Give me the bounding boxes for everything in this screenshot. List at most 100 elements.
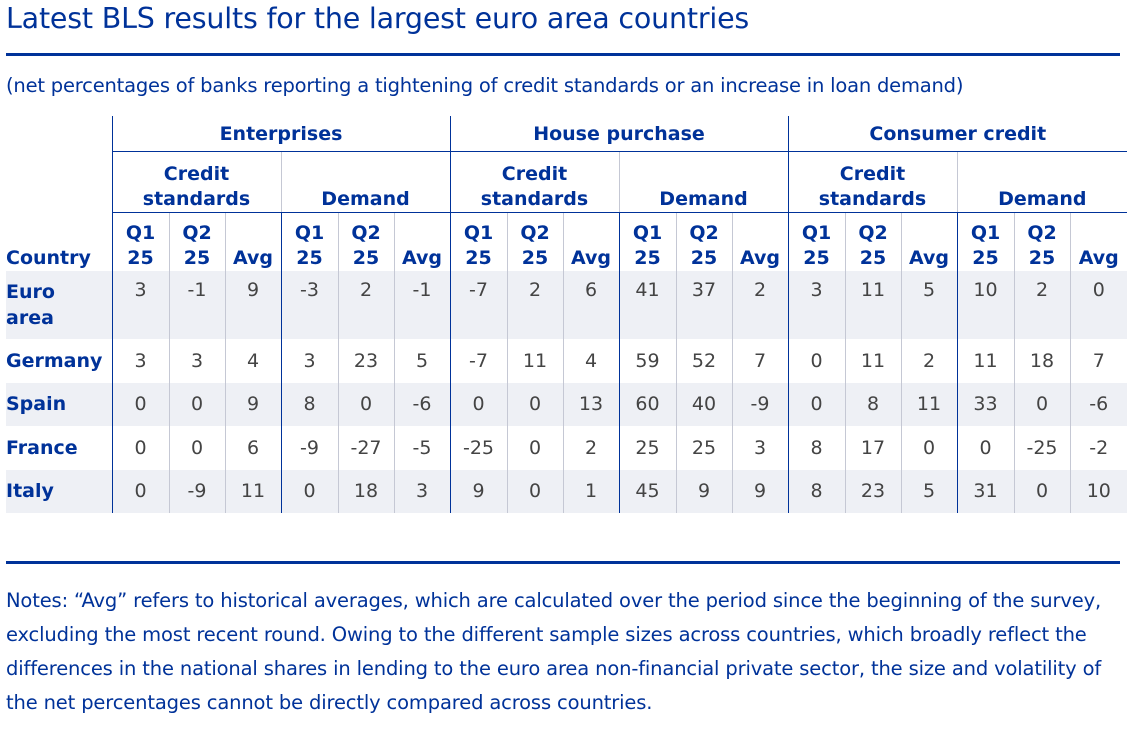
group-header-consumer-credit: Consumer credit (787, 116, 1128, 152)
table-cell: 33 (956, 382, 1014, 426)
table-cell: 0 (787, 339, 845, 383)
table-cell: 0 (1013, 382, 1070, 426)
table-cell: 2 (1013, 271, 1070, 339)
subheader-demand: Demand (956, 151, 1128, 213)
table-subtitle: (net percentages of banks reporting a ti… (6, 74, 964, 97)
period-header-q1: Q1 25 (618, 212, 676, 271)
table-cell: 2 (562, 426, 619, 470)
table-cell: -9 (280, 426, 338, 470)
table-cell: 45 (618, 469, 676, 513)
table-cell: 4 (562, 339, 619, 383)
period-header-q1: Q1 25 (111, 212, 169, 271)
table-cell: 8 (787, 469, 845, 513)
period-header-avg: Avg (900, 212, 957, 271)
country-name: Spain (6, 382, 112, 426)
country-name: Germany (6, 349, 103, 372)
table-row: France 0 0 6 -9 -27 -5 -25 0 2 25 25 3 8 17 0 0 -25 -2 (6, 426, 1128, 470)
table-cell: 3 (280, 339, 338, 383)
table-cell: 11 (844, 271, 901, 339)
table-cell: 59 (618, 339, 676, 383)
table-cell: 3 (111, 271, 169, 339)
table-cell: -3 (280, 271, 338, 339)
table-cell: 2 (337, 271, 394, 339)
table-cell: -9 (168, 469, 225, 513)
table-cell: 3 (111, 339, 169, 383)
table-cell: 25 (618, 426, 676, 470)
country-column-header: Country (6, 247, 91, 269)
table-cell: -7 (449, 339, 507, 383)
table-cell: 5 (900, 271, 957, 339)
table-cell: 9 (449, 469, 507, 513)
table-cell: -7 (449, 271, 507, 339)
table-cell: 6 (562, 271, 619, 339)
period-header-q1: Q1 25 (956, 212, 1014, 271)
period-header-q2: Q2 25 (844, 212, 901, 271)
table-row: Germany 3 3 4 3 23 5 -7 11 4 59 52 7 0 11 2 11 18 7 (6, 339, 1128, 383)
bls-results-table: Country Enterprises House purchase Consu… (6, 116, 1128, 513)
table-cell: -6 (1069, 382, 1128, 426)
table-cell: -5 (393, 426, 450, 470)
table-cell: 17 (844, 426, 901, 470)
table-cell: 4 (224, 339, 281, 383)
period-header-avg: Avg (1069, 212, 1128, 271)
table-cell: 11 (844, 339, 901, 383)
country-name: Euro area (6, 271, 112, 339)
table-cell: 9 (224, 382, 281, 426)
table-cell: -25 (1013, 426, 1070, 470)
group-header-house-purchase: House purchase (449, 116, 788, 152)
table-cell: 0 (506, 426, 563, 470)
period-header-q2: Q2 25 (1013, 212, 1070, 271)
table-cell: 13 (562, 382, 619, 426)
table-cell: 41 (618, 271, 676, 339)
table-cell: 60 (618, 382, 676, 426)
table-cell: 0 (787, 382, 845, 426)
page-title: Latest BLS results for the largest euro … (6, 2, 750, 35)
period-header-q2: Q2 25 (337, 212, 394, 271)
table-cell: 5 (393, 339, 450, 383)
country-name: France (6, 436, 78, 459)
period-header-avg: Avg (562, 212, 619, 271)
period-header-q2: Q2 25 (168, 212, 225, 271)
table-cell: 0 (337, 382, 394, 426)
table-cell: -25 (449, 426, 507, 470)
period-header-q2: Q2 25 (675, 212, 732, 271)
table-cell: 31 (956, 469, 1014, 513)
table-cell: 7 (731, 339, 788, 383)
table-row: Spain 0 0 9 8 0 -6 0 0 13 60 40 -9 0 8 11 33 0 -6 (6, 382, 1128, 426)
period-header-avg: Avg (393, 212, 450, 271)
table-cell: 0 (280, 469, 338, 513)
table-cell: 10 (956, 271, 1014, 339)
table-cell: 3 (787, 271, 845, 339)
table-cell: 0 (900, 426, 957, 470)
table-cell: 18 (1013, 339, 1070, 383)
table-cell: 8 (844, 382, 901, 426)
table-cell: 2 (900, 339, 957, 383)
table-cell: -2 (1069, 426, 1128, 470)
table-row: Italy 0 -9 11 0 18 3 9 0 1 45 9 9 8 23 5 31 0 10 (6, 469, 1128, 513)
table-cell: 3 (168, 339, 225, 383)
table-cell: 11 (956, 339, 1014, 383)
bottom-divider (6, 561, 1120, 564)
table-cell: 0 (168, 426, 225, 470)
table-cell: 0 (111, 426, 169, 470)
table-cell: 2 (731, 271, 788, 339)
group-header-enterprises: Enterprises (111, 116, 450, 152)
table-cell: 0 (111, 382, 169, 426)
table-row: Euro area 3 -1 9 -3 2 -1 -7 2 6 41 37 2 3 11 5 10 2 0 (6, 271, 1128, 339)
table-cell: 18 (337, 469, 394, 513)
table-cell: 2 (506, 271, 563, 339)
table-cell: -1 (393, 271, 450, 339)
table-cell: 23 (844, 469, 901, 513)
table-cell: 3 (393, 469, 450, 513)
table-cell: 0 (506, 469, 563, 513)
table-cell: 1 (562, 469, 619, 513)
table-cell: 0 (956, 426, 1014, 470)
country-name: Italy (6, 469, 112, 513)
table-notes: Notes: “Avg” refers to historical averag… (6, 589, 1102, 714)
table-cell: 0 (1013, 469, 1070, 513)
table-cell: 0 (449, 382, 507, 426)
top-divider (6, 53, 1120, 56)
period-header-q1: Q1 25 (787, 212, 845, 271)
table-cell: 40 (675, 382, 732, 426)
period-header-avg: Avg (224, 212, 281, 271)
